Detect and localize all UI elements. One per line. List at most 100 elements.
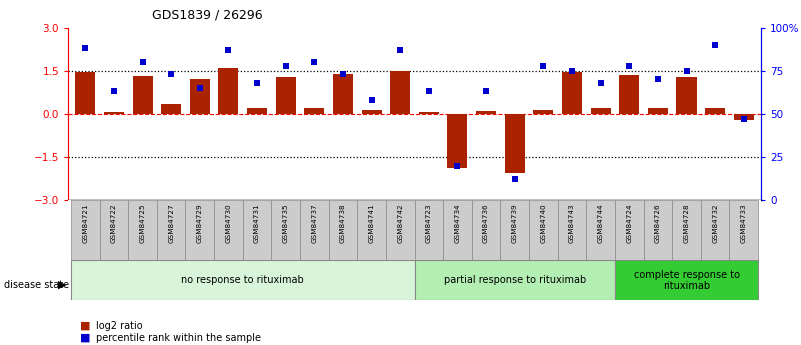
Bar: [619, 75, 639, 114]
Point: [336, 71, 349, 77]
Point: [680, 68, 693, 73]
Point: [193, 85, 206, 91]
Bar: [276, 77, 296, 114]
Bar: [677, 77, 697, 114]
Text: GSM84729: GSM84729: [197, 203, 203, 243]
Point: [451, 163, 464, 168]
Text: GSM84725: GSM84725: [139, 203, 146, 243]
Bar: [71, 260, 415, 300]
Text: GSM84726: GSM84726: [655, 203, 661, 243]
Text: GSM84741: GSM84741: [368, 203, 375, 243]
Text: GSM84738: GSM84738: [340, 203, 346, 243]
Bar: [186, 200, 214, 260]
Bar: [448, 114, 468, 168]
Bar: [672, 200, 701, 260]
Point: [280, 63, 292, 68]
Text: GSM84734: GSM84734: [454, 203, 461, 243]
Bar: [730, 200, 758, 260]
Text: GSM84737: GSM84737: [312, 203, 317, 243]
Bar: [415, 260, 615, 300]
Bar: [161, 104, 181, 114]
Bar: [533, 110, 553, 114]
Bar: [386, 200, 414, 260]
Point: [136, 59, 149, 65]
Point: [509, 177, 521, 182]
Point: [566, 68, 578, 73]
Point: [738, 116, 751, 122]
Bar: [361, 110, 381, 114]
Point: [222, 47, 235, 53]
Text: ■: ■: [80, 321, 91, 331]
Bar: [590, 108, 610, 114]
Bar: [390, 71, 410, 114]
Text: GSM84735: GSM84735: [283, 203, 288, 243]
Text: GSM84724: GSM84724: [626, 203, 632, 243]
Bar: [190, 79, 210, 114]
Point: [537, 63, 549, 68]
Text: ■: ■: [80, 333, 91, 343]
Point: [165, 71, 178, 77]
Point: [594, 80, 607, 86]
Text: disease state: disease state: [4, 280, 69, 289]
Text: GSM84743: GSM84743: [569, 203, 575, 243]
Text: GSM84742: GSM84742: [397, 203, 403, 243]
Bar: [734, 114, 754, 120]
Text: GSM84723: GSM84723: [426, 203, 432, 243]
Text: GSM84744: GSM84744: [598, 203, 604, 243]
Text: GSM84728: GSM84728: [683, 203, 690, 243]
Point: [251, 80, 264, 86]
Point: [365, 97, 378, 103]
Bar: [648, 108, 668, 114]
Text: partial response to rituximab: partial response to rituximab: [444, 275, 586, 285]
Text: GSM84731: GSM84731: [254, 203, 260, 243]
Bar: [71, 200, 99, 260]
Bar: [104, 112, 124, 114]
Bar: [615, 260, 758, 300]
Text: GSM84730: GSM84730: [225, 203, 231, 243]
Bar: [505, 114, 525, 173]
Bar: [214, 200, 243, 260]
Point: [709, 42, 722, 48]
Point: [394, 47, 407, 53]
Bar: [415, 200, 443, 260]
Bar: [472, 200, 501, 260]
Bar: [705, 108, 725, 114]
Bar: [501, 200, 529, 260]
Bar: [328, 200, 357, 260]
Bar: [132, 76, 152, 114]
Text: GDS1839 / 26296: GDS1839 / 26296: [152, 9, 263, 22]
Text: GSM84733: GSM84733: [741, 203, 747, 243]
Point: [651, 77, 664, 82]
Text: ▶: ▶: [58, 280, 66, 289]
Bar: [304, 108, 324, 114]
Text: GSM84732: GSM84732: [712, 203, 718, 243]
Text: GSM84721: GSM84721: [83, 203, 88, 243]
Bar: [419, 112, 439, 114]
Bar: [333, 74, 353, 114]
Text: GSM84736: GSM84736: [483, 203, 489, 243]
Bar: [476, 111, 496, 114]
Bar: [247, 108, 267, 114]
Text: percentile rank within the sample: percentile rank within the sample: [96, 333, 261, 343]
Text: complete response to
rituximab: complete response to rituximab: [634, 269, 739, 291]
Bar: [219, 68, 239, 114]
Bar: [443, 200, 472, 260]
Bar: [99, 200, 128, 260]
Text: GSM84722: GSM84722: [111, 203, 117, 243]
Bar: [643, 200, 672, 260]
Point: [308, 59, 320, 65]
Bar: [128, 200, 157, 260]
Bar: [243, 200, 272, 260]
Text: GSM84740: GSM84740: [541, 203, 546, 243]
Bar: [701, 200, 730, 260]
Text: GSM84739: GSM84739: [512, 203, 517, 243]
Bar: [562, 72, 582, 114]
Point: [422, 89, 435, 94]
Text: no response to rituximab: no response to rituximab: [181, 275, 304, 285]
Text: GSM84727: GSM84727: [168, 203, 174, 243]
Bar: [586, 200, 615, 260]
Bar: [157, 200, 186, 260]
Point: [107, 89, 120, 94]
Bar: [75, 72, 95, 114]
Bar: [357, 200, 386, 260]
